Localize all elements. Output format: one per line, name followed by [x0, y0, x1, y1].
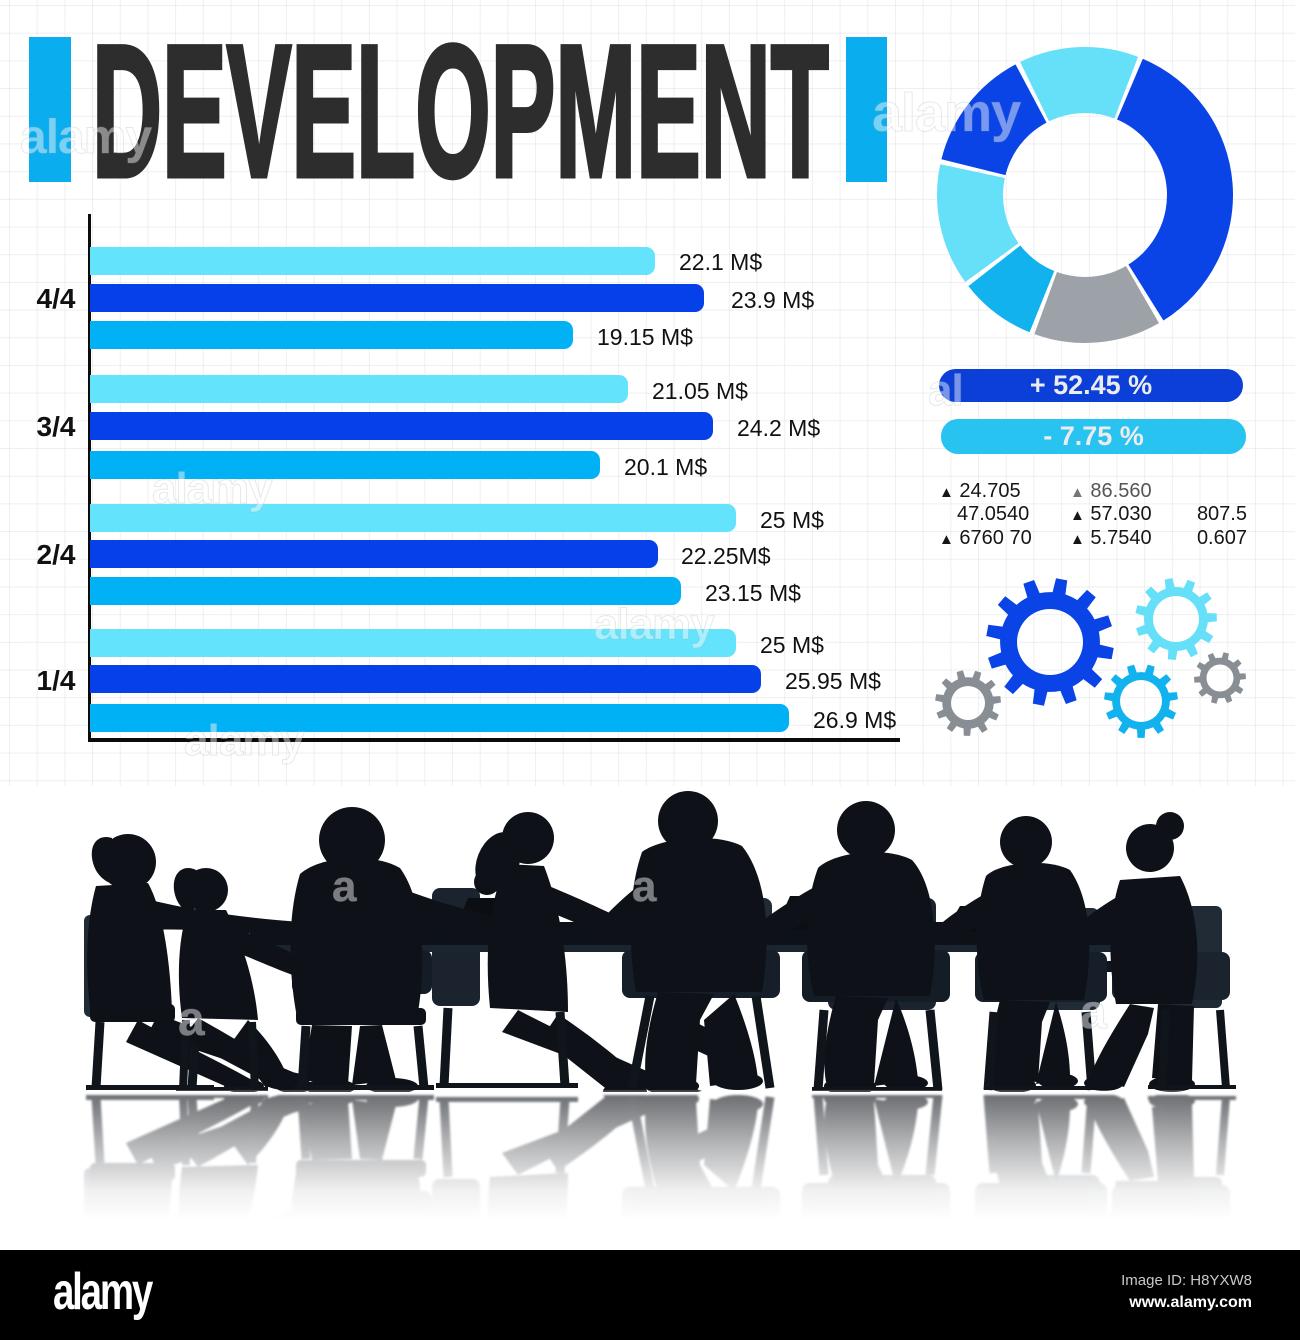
svg-text:DEVELOPMENT: DEVELOPMENT	[92, 28, 829, 198]
